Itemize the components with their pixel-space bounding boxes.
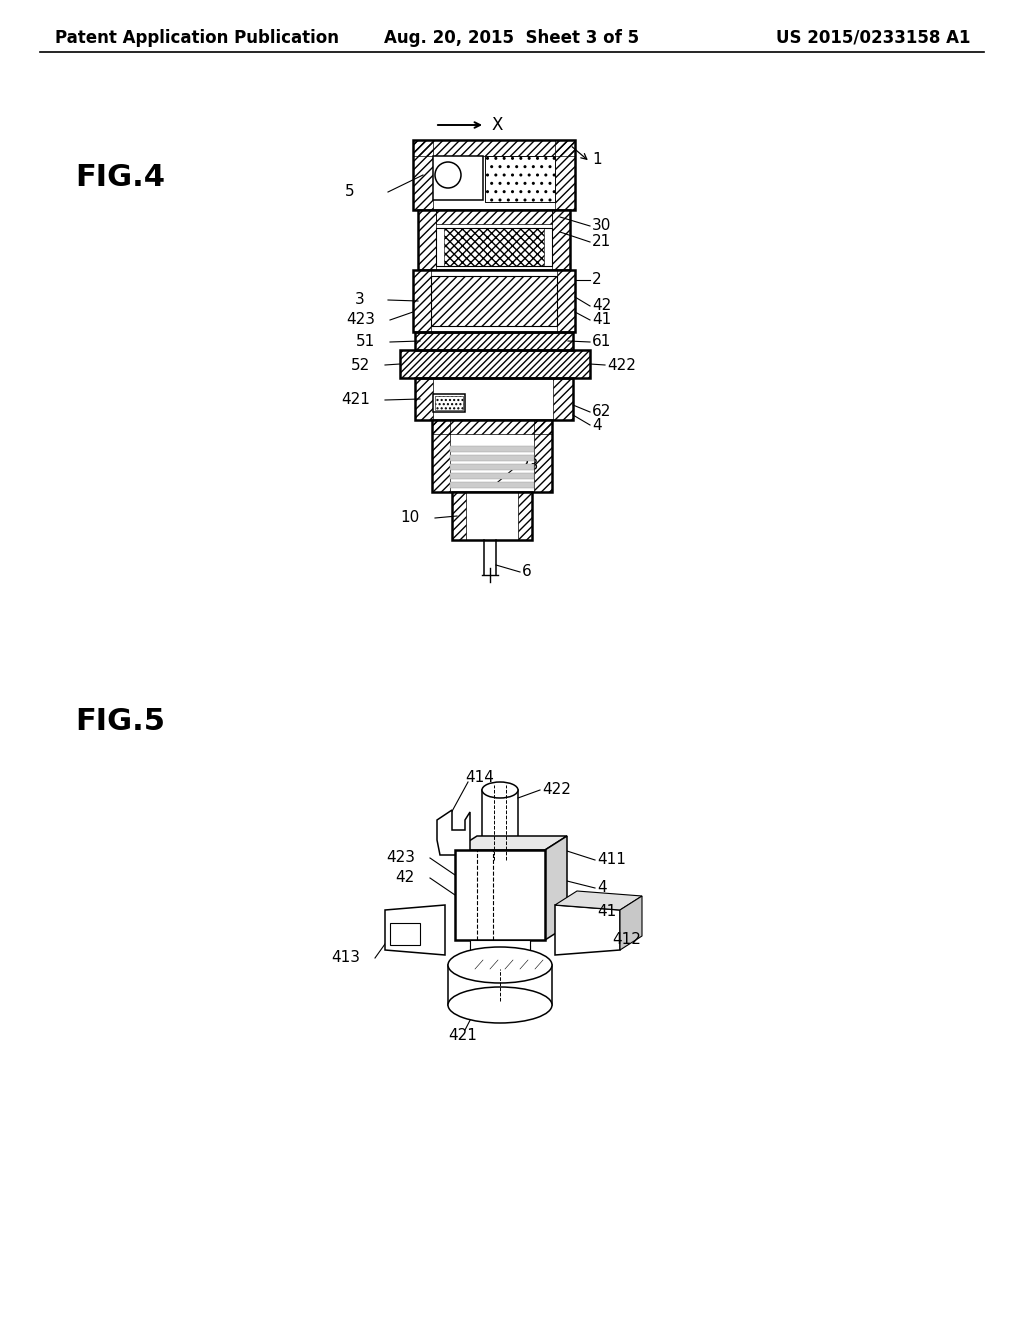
Bar — [450, 446, 534, 451]
Text: 421: 421 — [449, 1027, 477, 1043]
Bar — [436, 210, 552, 224]
Bar — [455, 850, 545, 940]
Text: 413: 413 — [331, 950, 360, 965]
Bar — [413, 140, 433, 210]
Text: 42: 42 — [592, 298, 611, 314]
Text: X: X — [492, 116, 504, 135]
Bar — [553, 378, 573, 420]
Bar — [534, 420, 552, 492]
Text: FIG.5: FIG.5 — [75, 708, 165, 737]
Bar — [555, 140, 575, 210]
Text: 51: 51 — [355, 334, 375, 350]
Text: 41: 41 — [592, 313, 611, 327]
Bar — [432, 420, 552, 434]
Bar — [431, 276, 557, 326]
Ellipse shape — [482, 847, 518, 863]
Text: 412: 412 — [612, 932, 641, 948]
Bar — [450, 465, 534, 470]
Polygon shape — [620, 896, 642, 950]
Bar — [433, 156, 483, 201]
Text: 5: 5 — [345, 185, 355, 199]
Bar — [432, 420, 450, 492]
Bar — [435, 396, 463, 411]
Bar — [413, 140, 575, 156]
Ellipse shape — [449, 946, 552, 983]
Polygon shape — [555, 891, 642, 909]
Polygon shape — [555, 906, 620, 954]
Bar — [485, 156, 555, 202]
Bar — [390, 923, 420, 945]
Text: FIG.4: FIG.4 — [75, 162, 165, 191]
Text: US 2015/0233158 A1: US 2015/0233158 A1 — [775, 29, 970, 48]
Bar — [450, 455, 534, 461]
Bar — [413, 271, 575, 333]
Text: 23: 23 — [520, 458, 540, 473]
Bar — [452, 492, 532, 540]
Text: 414: 414 — [465, 771, 494, 785]
Bar — [444, 228, 544, 267]
Bar — [415, 333, 573, 350]
Bar — [436, 228, 552, 267]
Text: 421: 421 — [341, 392, 370, 408]
Polygon shape — [385, 906, 445, 954]
Bar — [433, 393, 465, 412]
Bar — [413, 271, 431, 333]
Text: 10: 10 — [400, 511, 420, 525]
Bar — [452, 492, 466, 540]
Bar — [413, 140, 575, 210]
Bar — [485, 156, 555, 202]
Bar — [470, 940, 530, 954]
Text: Aug. 20, 2015  Sheet 3 of 5: Aug. 20, 2015 Sheet 3 of 5 — [384, 29, 640, 48]
Text: 423: 423 — [346, 313, 375, 327]
Bar — [431, 276, 557, 326]
Bar — [415, 378, 573, 420]
Text: 3: 3 — [355, 293, 365, 308]
Ellipse shape — [449, 987, 552, 1023]
Text: 2: 2 — [592, 272, 602, 288]
Text: 61: 61 — [592, 334, 611, 350]
Text: 1: 1 — [592, 153, 602, 168]
Text: 422: 422 — [542, 783, 570, 797]
Text: 423: 423 — [386, 850, 415, 866]
Bar — [432, 420, 552, 492]
Bar — [450, 473, 534, 479]
Text: 4: 4 — [597, 880, 606, 895]
Polygon shape — [455, 836, 567, 850]
Bar — [418, 210, 570, 271]
Text: 41: 41 — [597, 904, 616, 920]
Text: 411: 411 — [597, 853, 626, 867]
Text: 62: 62 — [592, 404, 611, 420]
Text: 30: 30 — [592, 219, 611, 234]
Bar — [557, 271, 575, 333]
Bar — [552, 210, 570, 271]
Bar — [518, 492, 532, 540]
Text: 4: 4 — [592, 417, 602, 433]
Text: 21: 21 — [592, 235, 611, 249]
Bar — [418, 210, 436, 271]
Bar — [415, 378, 433, 420]
Text: Patent Application Publication: Patent Application Publication — [55, 29, 339, 48]
Bar — [450, 482, 534, 488]
Text: 52: 52 — [351, 358, 370, 372]
Ellipse shape — [482, 781, 518, 799]
Bar — [400, 350, 590, 378]
Text: 422: 422 — [607, 358, 636, 372]
Text: 42: 42 — [395, 870, 415, 886]
Text: 6: 6 — [522, 565, 531, 579]
Polygon shape — [545, 836, 567, 940]
Polygon shape — [437, 810, 470, 855]
